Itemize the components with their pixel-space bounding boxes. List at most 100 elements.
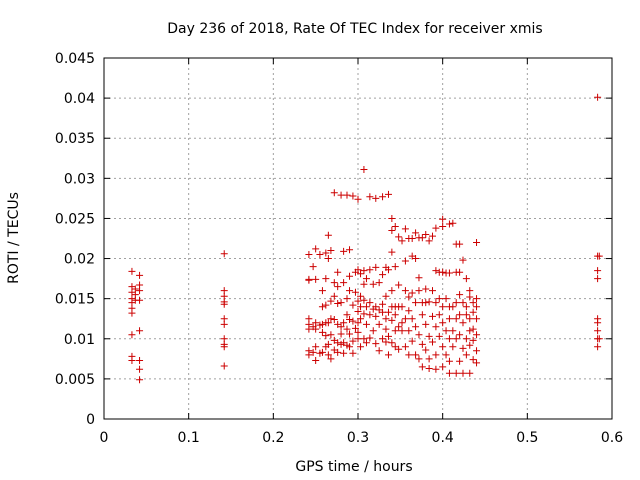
- data-point: [337, 299, 345, 307]
- data-point: [594, 93, 602, 101]
- data-point: [312, 343, 320, 351]
- data-point: [220, 250, 228, 258]
- data-point: [305, 351, 313, 359]
- data-point: [466, 327, 474, 335]
- data-point: [388, 248, 396, 256]
- data-point: [362, 275, 370, 283]
- data-point: [322, 301, 330, 309]
- data-point: [439, 319, 447, 327]
- x-tick-label: 0.5: [516, 430, 538, 446]
- data-point: [346, 246, 354, 254]
- data-point: [366, 334, 374, 342]
- data-point: [354, 308, 362, 316]
- data-point: [442, 327, 450, 335]
- data-point: [459, 319, 467, 327]
- data-point: [351, 324, 359, 332]
- data-point: [357, 270, 365, 278]
- data-point: [357, 292, 365, 300]
- y-tick-label: 0: [86, 412, 95, 428]
- data-point: [309, 348, 317, 356]
- data-point: [466, 341, 474, 349]
- data-point: [415, 355, 423, 363]
- data-point: [415, 287, 423, 295]
- data-point: [422, 299, 430, 307]
- data-point: [594, 343, 602, 351]
- data-point: [366, 311, 374, 319]
- data-point: [432, 224, 440, 232]
- data-point: [445, 220, 453, 228]
- data-point: [334, 299, 342, 307]
- y-tick-label: 0.01: [64, 332, 95, 348]
- data-point: [391, 222, 399, 230]
- data-point: [422, 285, 430, 293]
- data-point: [466, 315, 474, 323]
- data-point: [388, 316, 396, 324]
- data-point: [466, 369, 474, 377]
- data-point: [473, 331, 481, 339]
- data-point: [322, 275, 330, 283]
- data-point: [334, 283, 342, 291]
- y-tick-label: 0.045: [55, 51, 95, 67]
- data-point: [366, 299, 374, 307]
- y-axis-label: ROTI / TECUs: [6, 192, 22, 284]
- x-tick-label: 0.4: [432, 430, 454, 446]
- data-point: [305, 276, 313, 284]
- y-tick-label: 0.02: [64, 252, 95, 268]
- data-point: [452, 335, 460, 343]
- data-point: [398, 237, 406, 245]
- data-point: [357, 315, 365, 323]
- data-point: [343, 325, 351, 333]
- data-point: [384, 266, 392, 274]
- data-point: [337, 330, 345, 338]
- data-point: [462, 311, 470, 319]
- data-point: [401, 315, 409, 323]
- data-point: [327, 355, 335, 363]
- data-point: [362, 339, 370, 347]
- x-axis-label: GPS time / hours: [295, 459, 412, 475]
- data-point: [360, 335, 368, 343]
- data-point: [439, 222, 447, 230]
- data-point: [136, 271, 144, 279]
- data-point: [330, 292, 338, 300]
- grid-lines: [104, 58, 612, 419]
- data-point: [379, 300, 387, 308]
- data-point: [136, 296, 144, 304]
- data-point: [369, 280, 377, 288]
- data-point: [220, 320, 228, 328]
- data-point: [357, 343, 365, 351]
- data-point: [462, 275, 470, 283]
- data-point: [449, 303, 457, 311]
- data-point: [456, 291, 464, 299]
- data-point: [469, 299, 477, 307]
- data-point: [401, 343, 409, 351]
- data-point: [391, 263, 399, 271]
- data-point: [418, 311, 426, 319]
- data-point: [395, 233, 403, 241]
- data-point: [379, 271, 387, 279]
- data-points: [128, 93, 603, 384]
- data-point: [354, 266, 362, 274]
- data-point: [469, 356, 477, 364]
- data-point: [439, 343, 447, 351]
- x-axis-ticks: 0 0.1 0.2 0.3 0.4 0.5 0.6: [100, 58, 623, 446]
- data-point: [349, 349, 357, 357]
- data-point: [469, 336, 477, 344]
- data-point: [388, 214, 396, 222]
- data-point: [372, 312, 380, 320]
- data-point: [337, 323, 345, 331]
- data-point: [452, 299, 460, 307]
- data-point: [395, 345, 403, 353]
- data-point: [445, 369, 453, 377]
- data-point: [449, 343, 457, 351]
- data-point: [449, 219, 457, 227]
- data-point: [220, 300, 228, 308]
- data-point: [372, 303, 380, 311]
- data-point: [422, 346, 430, 354]
- data-point: [594, 319, 602, 327]
- data-point: [318, 320, 326, 328]
- x-tick-label: 0.1: [178, 430, 200, 446]
- data-point: [432, 365, 440, 373]
- data-point: [405, 327, 413, 335]
- data-point: [388, 226, 396, 234]
- data-point: [346, 272, 354, 280]
